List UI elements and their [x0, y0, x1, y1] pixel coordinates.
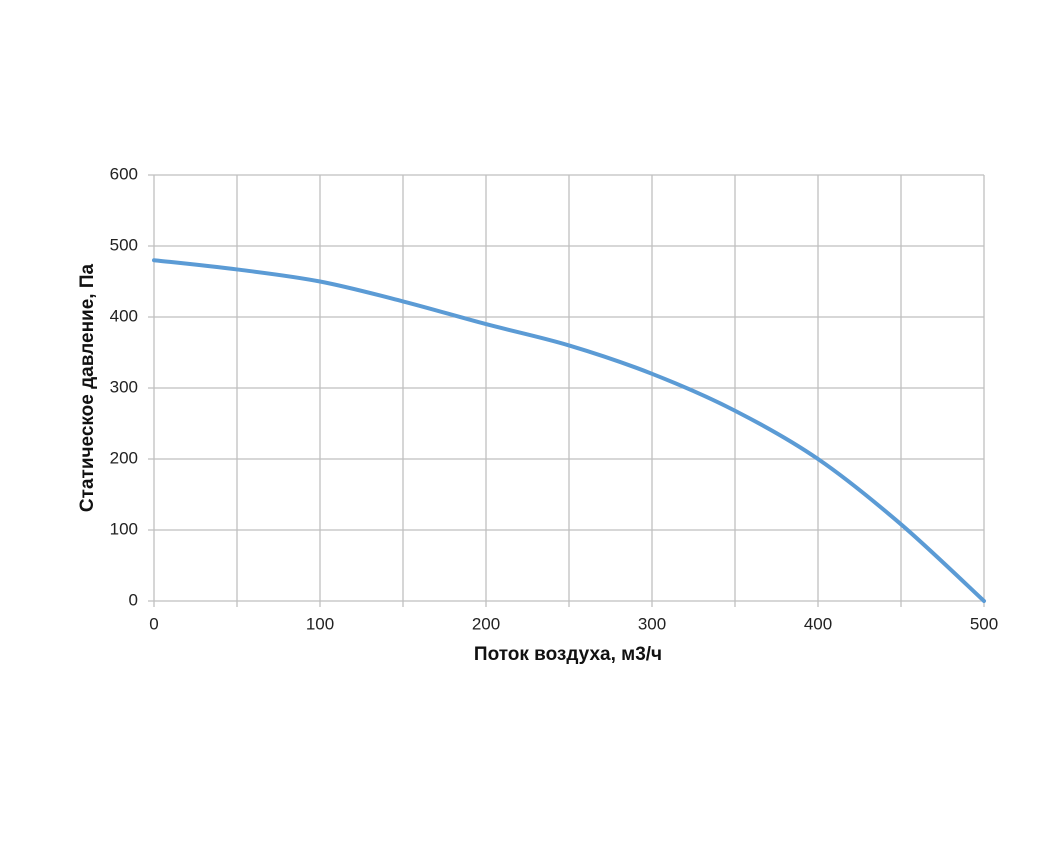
y-tick-label: 200: [110, 448, 138, 467]
y-tick-label: 300: [110, 377, 138, 396]
y-tick-label: 400: [110, 306, 138, 325]
x-tick-label: 0: [149, 614, 158, 633]
data-line: [152, 258, 986, 603]
y-tick-label: 500: [110, 235, 138, 254]
x-tick-label: 400: [804, 614, 832, 633]
x-tick-label: 100: [306, 614, 334, 633]
y-tick-label: 0: [129, 590, 138, 609]
x-axis-title: Поток воздуха, м3/ч: [474, 644, 662, 665]
x-tick-label: 200: [472, 614, 500, 633]
y-tick-label: 600: [110, 164, 138, 183]
y-tick-label: 100: [110, 519, 138, 538]
y-axis-title: Статическое давление, Па: [77, 263, 98, 512]
x-tick-label: 300: [638, 614, 666, 633]
x-tick-label: 500: [970, 614, 998, 633]
